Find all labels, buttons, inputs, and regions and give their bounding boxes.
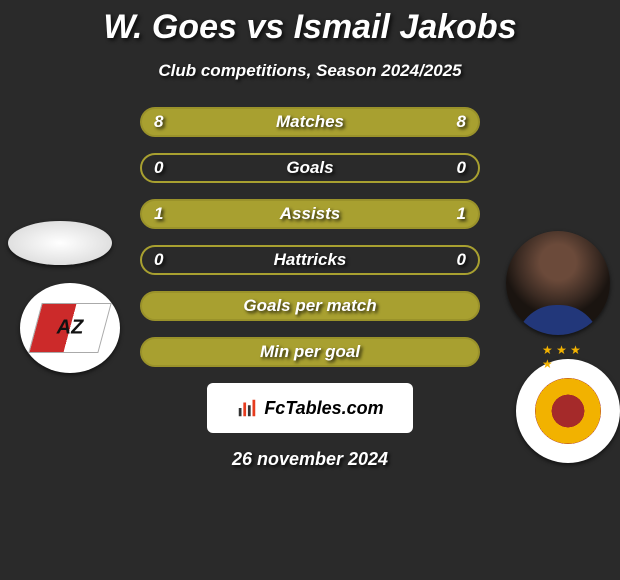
avatar-shoulders <box>516 305 599 335</box>
stat-row-assists: 1 Assists 1 <box>140 199 480 229</box>
stat-row-goals-per-match: Goals per match <box>140 291 480 321</box>
source-logo-text: FcTables.com <box>264 398 383 419</box>
stat-row-min-per-goal: Min per goal <box>140 337 480 367</box>
stats-rows: 8 Matches 8 0 Goals 0 1 Assists 1 0 Hatt… <box>140 107 480 470</box>
page-title: W. Goes vs Ismail Jakobs <box>0 0 620 47</box>
stat-label: Hattricks <box>274 250 347 270</box>
stat-label: Goals per match <box>243 296 376 316</box>
comparison-content: AZ ★ ★ ★ ★ 8 Matches 8 0 Goals 0 1 Assis… <box>0 107 620 470</box>
stat-left-value: 8 <box>154 112 163 132</box>
stat-label: Matches <box>276 112 344 132</box>
page-subtitle: Club competitions, Season 2024/2025 <box>0 61 620 81</box>
stat-label: Goals <box>286 158 333 178</box>
stat-label: Min per goal <box>260 342 360 362</box>
club-right-badge: ★ ★ ★ ★ <box>516 359 620 463</box>
club-left-badge: AZ <box>20 283 120 373</box>
club-left-code: AZ <box>57 317 84 340</box>
stat-row-goals: 0 Goals 0 <box>140 153 480 183</box>
source-logo[interactable]: FcTables.com <box>207 383 413 433</box>
player-right-avatar <box>506 231 610 335</box>
stat-right-value: 1 <box>457 204 466 224</box>
stat-right-value: 0 <box>457 250 466 270</box>
club-left-badge-inner: AZ <box>28 303 111 353</box>
stat-left-value: 0 <box>154 250 163 270</box>
club-right-stars-icon: ★ ★ ★ ★ <box>542 343 594 371</box>
stat-row-hattricks: 0 Hattricks 0 <box>140 245 480 275</box>
stat-left-value: 1 <box>154 204 163 224</box>
stat-right-value: 0 <box>457 158 466 178</box>
snapshot-date: 26 november 2024 <box>140 449 480 470</box>
stat-right-value: 8 <box>457 112 466 132</box>
stat-label: Assists <box>280 204 340 224</box>
bars-icon <box>236 397 258 419</box>
stat-row-matches: 8 Matches 8 <box>140 107 480 137</box>
player-left-avatar <box>8 221 112 265</box>
stat-left-value: 0 <box>154 158 163 178</box>
club-right-badge-inner <box>535 378 601 444</box>
